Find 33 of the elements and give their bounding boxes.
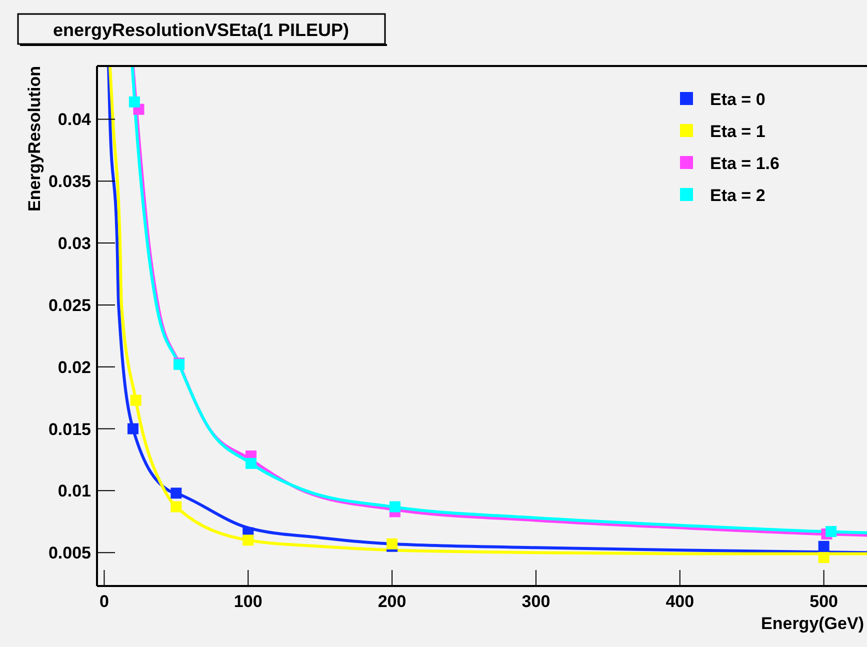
x-tick-label: 0 — [99, 592, 109, 611]
chart-title: energyResolutionVSEta(1 PILEUP) — [52, 20, 350, 40]
y-tick-label: 0.025 — [48, 296, 91, 315]
legend-label: Eta = 2 — [710, 186, 766, 205]
point — [389, 501, 400, 512]
y-tick-label: 0.03 — [58, 234, 91, 254]
y-axis-title: EnergyResolution — [25, 66, 44, 212]
legend-label: Eta = 1 — [710, 122, 766, 141]
x-tick-label: 500 — [810, 592, 838, 611]
x-tick-label: 200 — [378, 592, 406, 611]
x-tick-label: 300 — [522, 592, 550, 611]
point — [246, 458, 256, 469]
y-tick-label: 0.035 — [48, 172, 91, 192]
point — [170, 501, 182, 512]
y-tick-label: 0.02 — [58, 358, 91, 377]
point — [818, 552, 830, 564]
x-axis-title: Energy(GeV) — [761, 614, 864, 633]
point — [386, 538, 398, 550]
point — [242, 534, 254, 546]
y-tick-label: 0.04 — [58, 110, 92, 130]
point — [170, 488, 182, 499]
point — [826, 526, 837, 538]
x-tick-label: 100 — [234, 592, 262, 611]
legend-label: Eta = 0 — [710, 90, 766, 109]
y-tick-label: 0.015 — [48, 420, 91, 439]
point — [818, 540, 830, 552]
legend-label: Eta = 1.6 — [710, 154, 780, 173]
point — [127, 423, 138, 434]
x-tick-label: 400 — [666, 592, 694, 611]
y-tick-label: 0.005 — [48, 544, 91, 563]
point — [128, 96, 140, 108]
point — [130, 394, 142, 406]
y-tick-label: 0.01 — [58, 482, 91, 501]
